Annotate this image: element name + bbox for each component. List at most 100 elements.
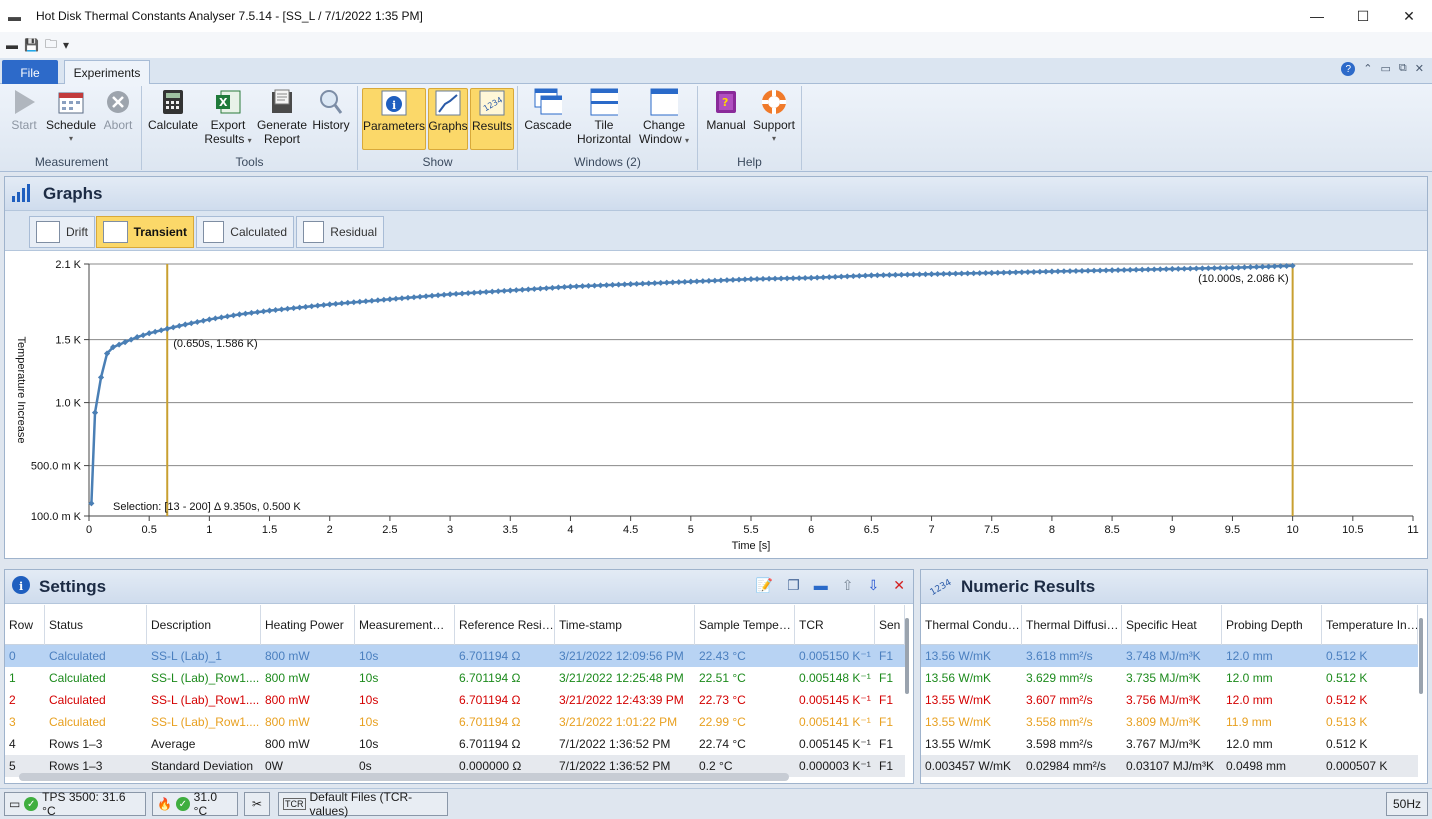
tab-drift[interactable]: Drift [29,216,95,248]
tab-residual[interactable]: Residual [296,216,384,248]
mdi-minimize-icon[interactable]: ▭ [1380,63,1391,75]
table-cell: 6.701194 Ω [459,693,521,707]
cascade-button[interactable]: Cascade [522,88,574,150]
transient-chart[interactable]: 100.0 m K 500.0 m K 1.0 K 1.5 K 2.1 K 0 0.5 1 1.… [5,252,1427,558]
folder-icon[interactable]: ▬ [813,577,828,593]
tab-experiments[interactable]: Experiments [64,60,150,85]
parameters-button[interactable]: i Parameters [362,88,426,150]
ribbon-tab-bar: File Experiments ? ⌃ ▭ ⧉ ✕ [0,58,1432,85]
column-header[interactable]: Thermal Diffusi… [1022,604,1122,645]
support-dropdown-icon: ▾ [771,134,776,143]
data-point [392,295,399,302]
lifebuoy-icon [760,88,788,116]
data-point [404,294,411,301]
data-point [705,277,712,284]
generate-report-button[interactable]: Generate Report [256,88,308,150]
close-button[interactable]: ✕ [1403,7,1415,24]
numeric-vertical-scrollbar[interactable] [1419,618,1423,694]
schedule-button[interactable]: Schedule ▾ [44,88,98,150]
table-row[interactable]: 3 Calculated SS-L (Lab)_Row1.... 800 mW 10s 6… [5,711,905,733]
table-row[interactable]: 13.56 W/mK 3.618 mm²/s 3.748 MJ/m³K 12.0 mm… [921,645,1418,667]
column-header[interactable]: Heating Power [261,604,355,645]
table-row[interactable]: 1 Calculated SS-L (Lab)_Row1.... 800 mW 10s 6… [5,667,905,689]
tab-calculated[interactable]: Calculated [196,216,294,248]
change-window-button[interactable]: Change Window ▾ [634,88,694,150]
results-button[interactable]: 1234 Results [470,88,514,150]
data-point [597,282,604,289]
export-results-button[interactable]: X Export Results ▾ [202,88,254,150]
table-row[interactable]: 13.56 W/mK 3.629 mm²/s 3.735 MJ/m³K 12.0 mm… [921,667,1418,689]
table-row[interactable]: 13.55 W/mK 3.607 mm²/s 3.756 MJ/m³K 12.0 mm… [921,689,1418,711]
tile-horizontal-button[interactable]: Tile Horizontal [574,88,634,150]
data-point [645,280,652,287]
table-row[interactable]: 13.55 W/mK 3.558 mm²/s 3.809 MJ/m³K 11.9 mm… [921,711,1418,733]
data-point [338,300,345,307]
settings-panel: i Settings 📝 ❐ ▬ ⇧ ⇩ ✕ Row Status Descript… [4,569,914,784]
column-header[interactable]: Probing Depth [1222,604,1322,645]
data-point [368,297,375,304]
maximize-button[interactable]: ☐ [1356,7,1370,24]
app-menu-icon[interactable]: ▬ [6,38,18,52]
table-cell: 3/21/2022 1:01:22 PM [559,715,678,729]
graphs-button[interactable]: Graphs [428,88,468,150]
tab-transient[interactable]: Transient [96,216,194,248]
instrument-status[interactable]: ▭ ✓ TPS 3500: 31.6 °C [4,790,146,818]
column-header[interactable]: Row [5,604,45,645]
table-cell: 0s [359,759,372,773]
table-row[interactable]: 0 Calculated SS-L (Lab)_1 800 mW 10s 6.701194… [5,645,905,667]
edit-notes-icon[interactable]: 📝 [755,577,774,593]
tab-file[interactable]: File [2,60,58,85]
data-point [657,279,664,286]
column-header[interactable]: Sample Tempe… [695,604,795,645]
column-header[interactable]: Specific Heat [1122,604,1222,645]
data-point [284,305,291,312]
table-row[interactable]: 4 Rows 1–3 Average 800 mW 10s 6.701194 Ω 7/1/2… [5,733,905,755]
data-point [224,313,231,320]
manual-button[interactable]: ? Manual [704,88,748,150]
delete-icon[interactable]: ✕ [893,577,905,593]
tcr-files-status[interactable]: TCR Default Files (TCR-values) [278,790,448,818]
support-button[interactable]: Support ▾ [750,88,798,150]
column-header[interactable]: Sen [875,604,905,645]
collapse-ribbon-icon[interactable]: ⌃ [1363,63,1373,75]
open-folder-icon[interactable]: 🗀 [44,36,57,51]
settings-horizontal-scrollbar[interactable] [19,773,789,781]
table-row[interactable]: 2 Calculated SS-L (Lab)_Row1.... 800 mW 10s 6… [5,689,905,711]
column-header[interactable]: Reference Resi… [455,604,555,645]
abort-button[interactable]: Abort [100,88,136,150]
table-cell: 3.629 mm²/s [1026,671,1093,685]
column-header[interactable]: Time-stamp [555,604,695,645]
arrow-up-icon[interactable]: ⇧ [841,577,854,593]
table-cell: 5 [9,759,16,773]
copy-icon[interactable]: ❐ [787,577,800,593]
column-header[interactable]: Description [147,604,261,645]
history-button[interactable]: History [308,88,354,150]
help-icon[interactable]: ? [1341,62,1356,76]
table-row[interactable]: 5 Rows 1–3 Standard Deviation 0W 0s 0.000000 … [5,755,905,777]
tools-status-button[interactable]: ✂ [244,792,270,816]
mdi-restore-icon[interactable]: ⧉ [1398,62,1407,74]
column-header[interactable]: TCR [795,604,875,645]
chart-svg[interactable]: 100.0 m K 500.0 m K 1.0 K 1.5 K 2.1 K 0 0.5 1 1.… [5,252,1427,558]
data-point [579,283,586,290]
table-row[interactable]: 0.003457 W/mK 0.02984 mm²/s 0.03107 MJ/m³K… [921,755,1418,777]
table-cell: 0.0498 mm [1226,759,1287,773]
settings-vertical-scrollbar[interactable] [905,618,909,694]
data-point [880,272,887,279]
temperature-status[interactable]: 🔥 ✓ 31.0 °C [152,790,238,818]
minimize-button[interactable]: — [1310,8,1324,24]
column-header[interactable]: Thermal Condu… [921,604,1022,645]
mdi-close-icon[interactable]: ✕ [1414,63,1424,75]
column-header[interactable]: Status [45,604,147,645]
quick-access-toolbar: ▬ 💾 🗀 ▾ [0,32,1432,58]
customize-dropdown-icon[interactable]: ▾ [62,38,69,52]
column-header[interactable]: Temperature In… [1322,604,1418,645]
table-cell: F1 [879,649,894,663]
save-icon[interactable]: 💾 [24,38,39,52]
calculate-button[interactable]: Calculate [146,88,200,150]
start-button[interactable]: Start [8,88,40,150]
column-header[interactable]: Measurement… [355,604,455,645]
arrow-down-icon[interactable]: ⇩ [867,577,880,593]
table-row[interactable]: 13.55 W/mK 3.598 mm²/s 3.767 MJ/m³K 12.0 mm… [921,733,1418,755]
svg-text:i: i [392,99,396,112]
